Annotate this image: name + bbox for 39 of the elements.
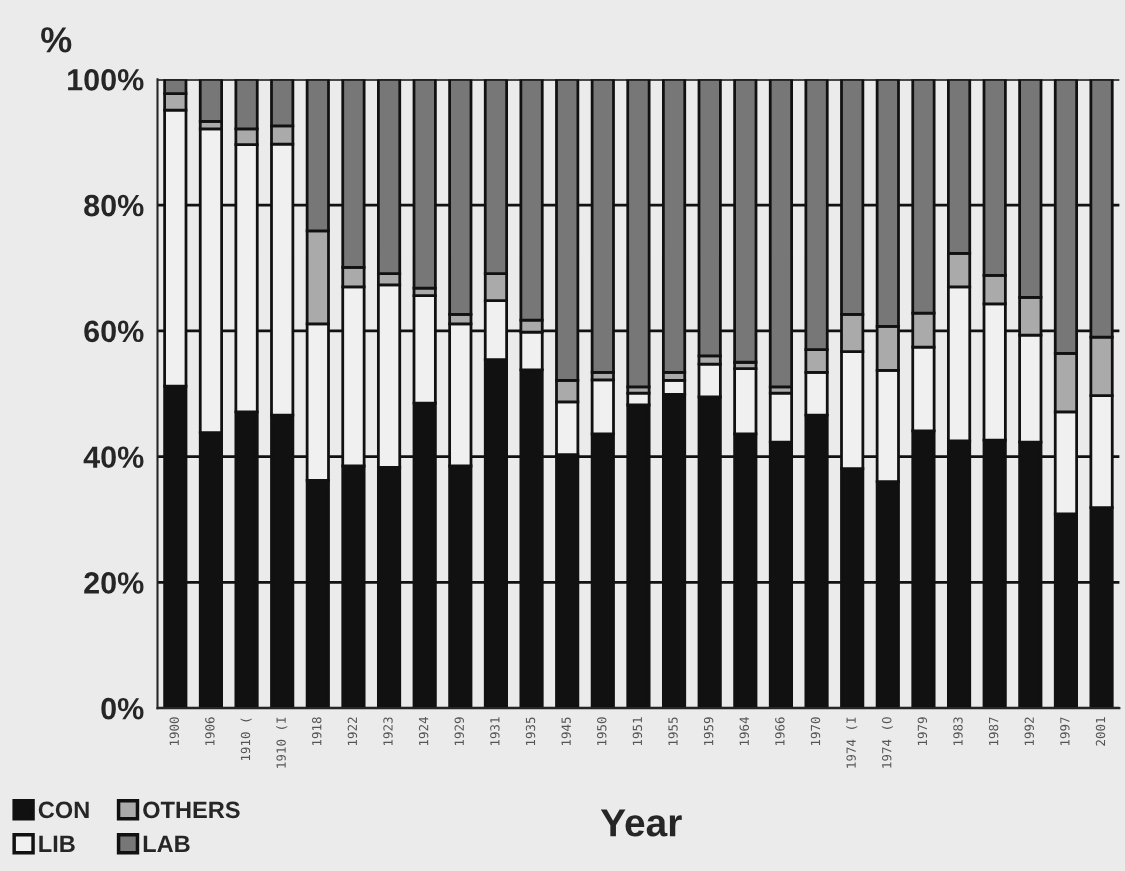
x-tick-label: 1966 xyxy=(775,717,785,746)
x-tick-label: 1974 (I xyxy=(846,717,858,768)
legend-label: LAB xyxy=(143,835,190,852)
x-tick-label: 1935 xyxy=(525,717,536,746)
x-tick-label: 1923 xyxy=(383,717,393,746)
y-tick-label: 100% xyxy=(68,69,144,91)
x-tick-label: 1959 xyxy=(703,717,714,746)
x-tick-label: 1906 xyxy=(205,717,215,746)
y-tick-label: 20% xyxy=(84,572,144,594)
x-tick-label: 1931 xyxy=(490,717,500,746)
x-tick-label: 1924 xyxy=(418,717,429,746)
x-tick-label: 1945 xyxy=(561,717,571,746)
x-tick-label: 1979 xyxy=(917,717,928,746)
y-axis-title: % xyxy=(41,27,72,53)
x-tick-label: 1992 xyxy=(1024,717,1034,746)
y-tick-label: 0% xyxy=(101,697,144,720)
legend-label: CON xyxy=(38,801,89,819)
x-tick-label: 1910 (I xyxy=(276,717,288,768)
x-tick-label: 1922 xyxy=(347,717,358,746)
y-tick-label: 60% xyxy=(84,320,144,343)
legend-label: OTHERS xyxy=(143,801,240,819)
x-tick-label: 1951 xyxy=(632,717,643,746)
x-tick-label: 1987 xyxy=(988,717,999,746)
x-tick-label: 1900 xyxy=(169,717,179,746)
x-tick-label: 1950 xyxy=(597,717,607,746)
y-tick-label: 80% xyxy=(84,194,144,217)
legend-label: LIB xyxy=(39,835,75,852)
x-tick-label: 1970 xyxy=(810,717,821,746)
x-tick-label: 1983 xyxy=(953,717,963,746)
x-tick-label: 1918 xyxy=(312,717,322,746)
x-tick-label: 1964 xyxy=(739,717,749,746)
x-axis-title: Year xyxy=(600,809,682,837)
x-tick-label: 1955 xyxy=(668,717,678,746)
y-tick-label: 40% xyxy=(83,446,144,468)
x-tick-label: 1910 ( xyxy=(240,718,252,761)
x-tick-label: 1974 (O xyxy=(881,717,893,768)
x-tick-label: 1929 xyxy=(454,717,464,746)
x-tick-label: 2001 xyxy=(1095,717,1106,746)
x-tick-label: 1997 xyxy=(1060,717,1070,746)
